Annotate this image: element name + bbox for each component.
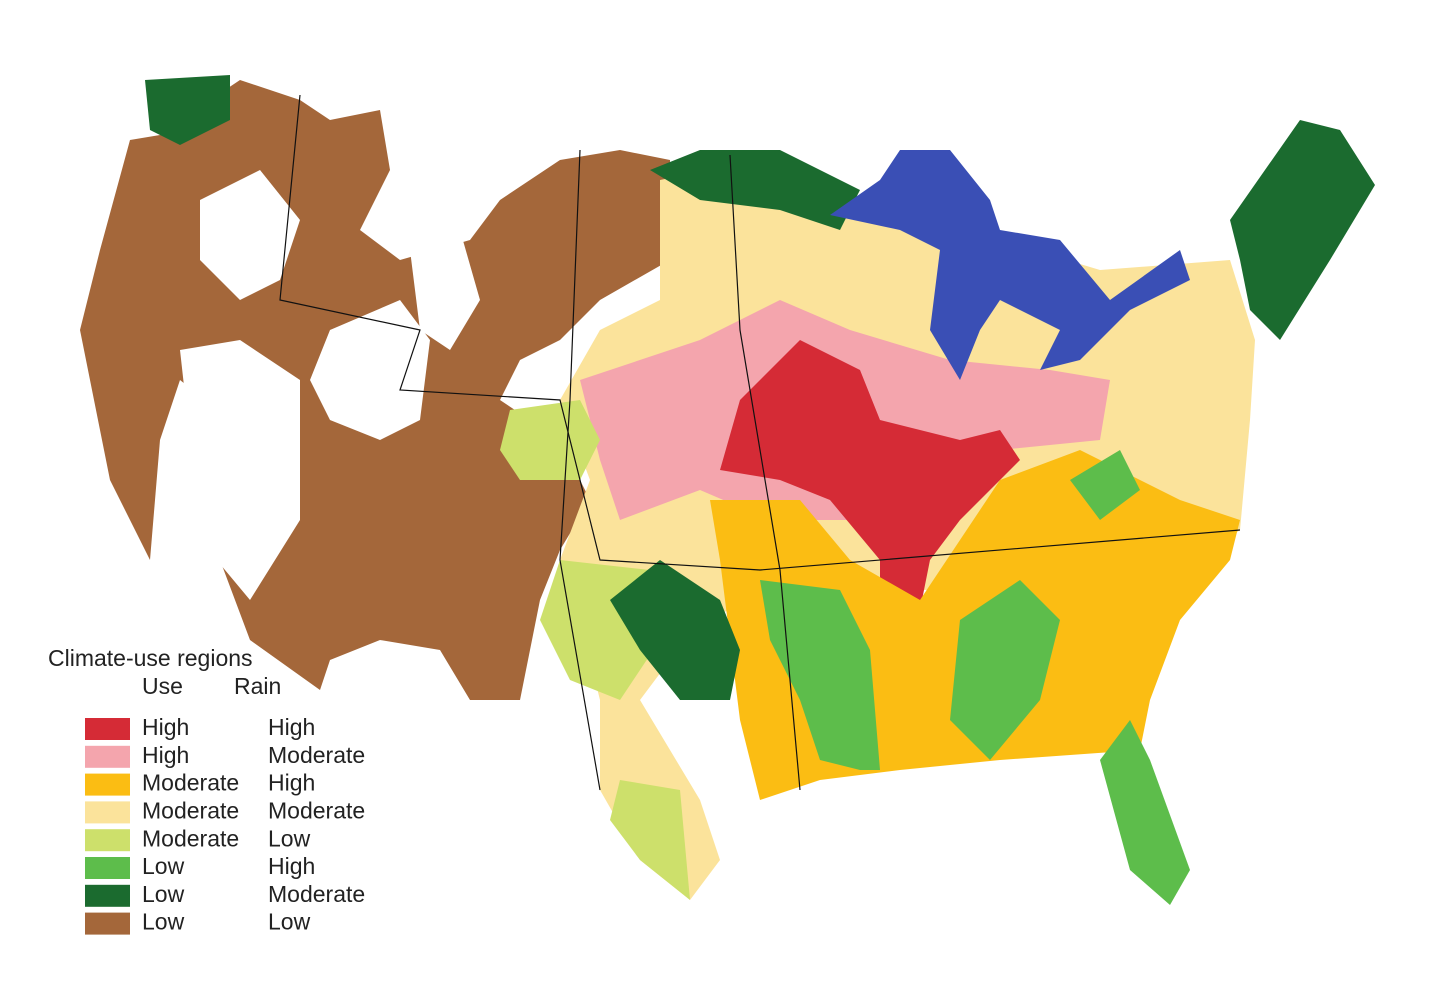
region-high-high [720, 340, 1020, 620]
legend-swatch [85, 912, 130, 935]
legend-title: Climate-use regions [48, 645, 253, 671]
region-low-high-fl [1100, 720, 1190, 905]
region-low-high-se [950, 580, 1060, 760]
legend-rain: Moderate [268, 742, 365, 768]
region-moderate-low-stx [610, 780, 690, 900]
legend-use: Low [142, 909, 185, 935]
legend-rain-header: Rain [234, 673, 281, 699]
region-low-moderate-nw [145, 75, 230, 145]
legend-rain: High [268, 714, 315, 740]
blank-west-1 [200, 170, 300, 300]
region-low-moderate-mn [650, 150, 860, 230]
region-low-moderate-ok [610, 560, 740, 700]
region-low-moderate-ne [1230, 120, 1375, 340]
legend-rain: Low [268, 825, 311, 851]
region-low-high-south [760, 580, 880, 770]
legend-swatch [85, 718, 130, 740]
legend-rain: High [268, 853, 315, 879]
legend-use: Low [142, 881, 185, 907]
state-borders [279, 94, 1241, 571]
legend-swatch [85, 745, 130, 768]
region-low-high-wv [1070, 450, 1140, 520]
legend-use: Moderate [142, 825, 239, 851]
legend-rain: Moderate [268, 797, 365, 823]
legend-use: Low [142, 853, 185, 879]
region-moderate-low-co [500, 400, 600, 480]
legend-rain: High [268, 770, 315, 796]
legend-swatch [85, 857, 130, 879]
legend-rain: Moderate [268, 881, 365, 907]
legend-swatch [85, 801, 130, 824]
legend: Climate-use regions Use Rain High HighHig… [48, 645, 365, 935]
blank-west-4 [410, 230, 480, 350]
blank-west-2 [310, 300, 430, 440]
legend-rain: Low [268, 909, 311, 935]
state-borders-3 [729, 154, 801, 791]
legend-use: High [142, 742, 189, 768]
legend-swatch [85, 829, 130, 852]
legend-use: High [142, 714, 189, 740]
lakes [830, 150, 1190, 380]
legend-swatch [85, 773, 130, 796]
legend-swatch [85, 884, 130, 907]
legend-use: Moderate [142, 797, 239, 823]
regions [80, 75, 1375, 910]
state-borders-2 [559, 149, 601, 791]
blank-west-3 [180, 340, 300, 600]
legend-use-header: Use [142, 673, 183, 699]
legend-use: Moderate [142, 770, 239, 796]
